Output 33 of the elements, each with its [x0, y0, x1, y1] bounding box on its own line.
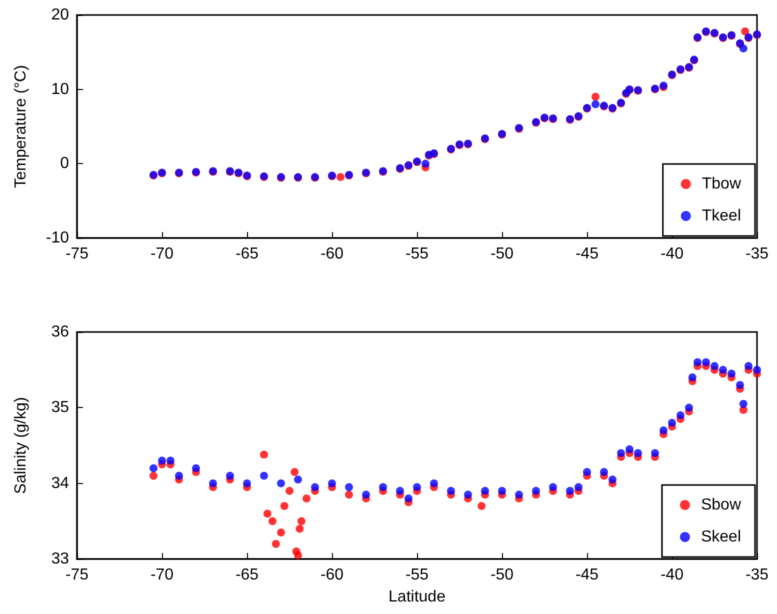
x-tick-label: -40 [660, 566, 684, 584]
y-axis-title: Temperature (°C) [12, 65, 30, 188]
legend-label: Sbow [700, 496, 742, 514]
y-tick-label: 0 [60, 155, 70, 172]
y-tick-label: 35 [51, 399, 70, 416]
legend-label: Tkeel [702, 208, 741, 224]
x-tick-label: -60 [320, 566, 344, 584]
x-tick-label: -75 [65, 246, 89, 262]
legend-label: Tbow [702, 176, 742, 192]
x-tick-label: -70 [150, 246, 174, 262]
legend-label: Skeel [700, 528, 742, 546]
x-tick-label: -45 [575, 566, 599, 584]
x-tick-label: -70 [150, 566, 174, 584]
x-tick-label: -65 [235, 566, 259, 584]
y-tick-label: 34 [51, 474, 70, 492]
y-tick-label: 10 [51, 80, 70, 98]
y-tick-label: 20 [51, 6, 70, 24]
x-tick-label: -60 [320, 246, 344, 262]
x-tick-label: -55 [405, 246, 429, 262]
x-axis-title: Latitude [388, 588, 446, 606]
y-axis-title: Salinity (g/kg) [12, 397, 30, 494]
x-tick-label: -65 [235, 246, 259, 262]
y-tick-label: -10 [46, 230, 70, 246]
x-tick-label: -50 [490, 246, 514, 262]
x-tick-label: -45 [575, 246, 599, 262]
y-tick-label: 33 [51, 550, 70, 568]
x-tick-label: -35 [745, 246, 769, 262]
x-tick-label: -35 [745, 566, 769, 584]
y-tick-label: 36 [51, 324, 70, 340]
x-tick-label: -40 [660, 246, 684, 262]
x-tick-label: -75 [65, 566, 89, 584]
x-tick-label: -55 [405, 566, 429, 584]
x-tick-label: -50 [490, 566, 514, 584]
